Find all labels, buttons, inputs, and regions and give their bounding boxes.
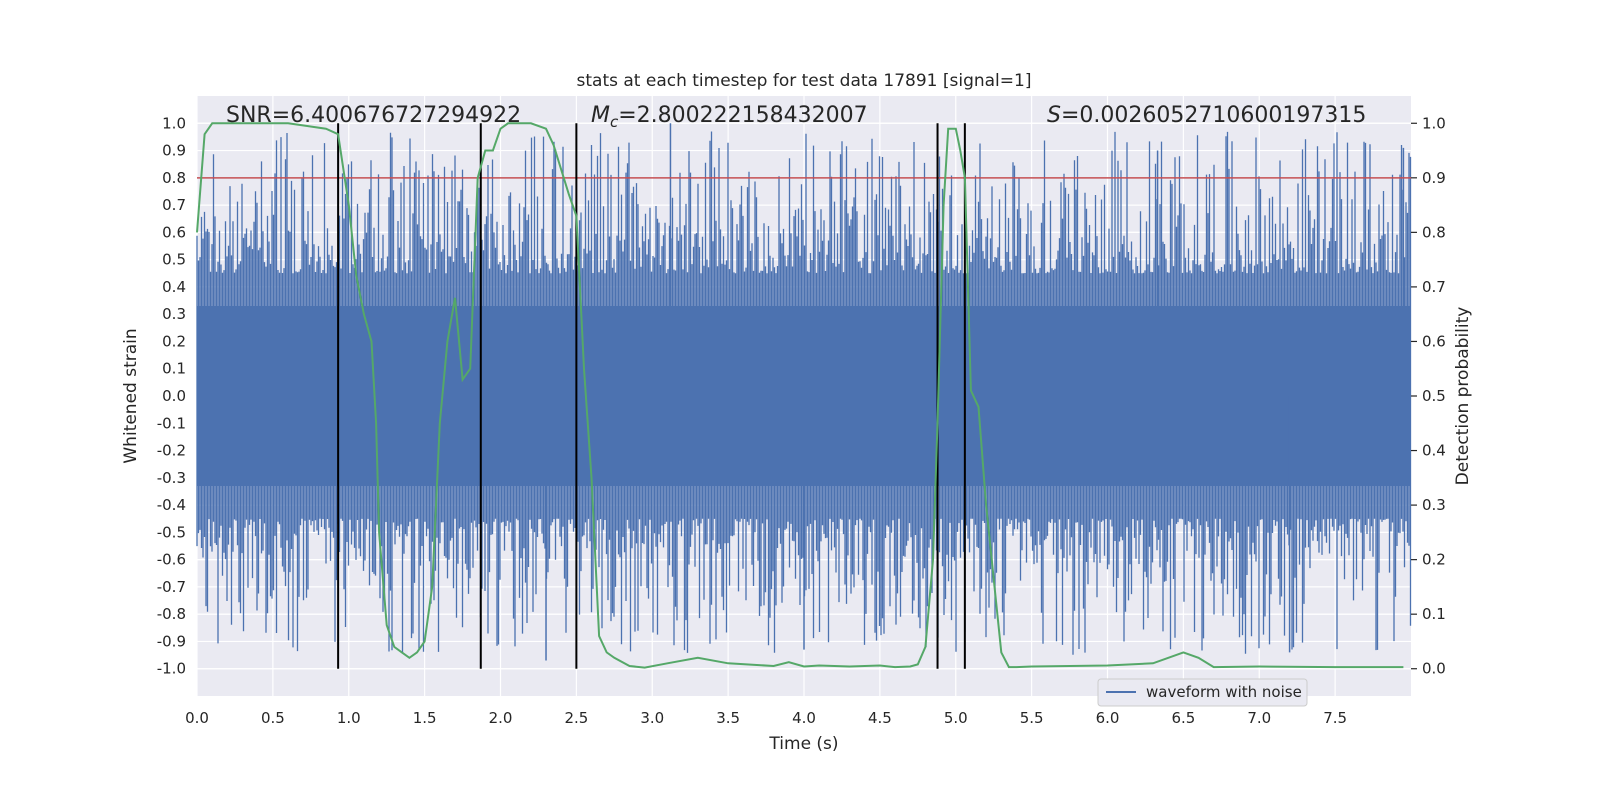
strain-series	[196, 123, 1412, 661]
spin-symbol: S	[1047, 103, 1061, 128]
y-axis-ticks: 1.0 0.9 0.8 0.7 0.6 0.5 0.4 0.3 0.2 0.1 0.0 -0.1 -0.…	[157, 114, 186, 677]
snr-annotation: SNR=6.400676727294922	[226, 103, 521, 128]
y-tick-label: -0.5	[157, 523, 186, 541]
y2-tick-label: 0.3	[1422, 496, 1446, 514]
y-tick-label: 0.9	[162, 142, 186, 160]
y-tick-label: 0.1	[162, 360, 186, 378]
detection-probability-line	[196, 122, 1404, 669]
strain-spikes	[196, 131, 1412, 655]
y2-tick-label: 0.2	[1422, 551, 1446, 569]
x-tick-label: 7.5	[1323, 709, 1347, 727]
x-tick-label: 6.0	[1096, 709, 1120, 727]
x-tick-label: 3.5	[716, 709, 740, 727]
y-tick-label: -1.0	[157, 660, 186, 678]
legend-box	[1097, 678, 1308, 707]
y2-axis-label: Detection probability	[1453, 307, 1473, 486]
y-tick-label: 0.6	[162, 223, 186, 241]
chirp-mass-value: =2.800222158432007	[618, 103, 867, 128]
x-axis-label: Time (s)	[768, 734, 838, 754]
y2-tick-label: 0.8	[1422, 223, 1446, 241]
y-tick-label: 1.0	[162, 114, 186, 132]
y2-tick-label: 0.5	[1422, 387, 1446, 405]
x-tick-label: 1.5	[413, 709, 437, 727]
y-tick-label: -0.1	[157, 414, 186, 432]
y2-tick-label: 0.6	[1422, 332, 1446, 350]
legend-label-strain: waveform with noise	[1146, 683, 1302, 701]
x-tick-label: 4.5	[868, 709, 892, 727]
spin-annotation: S=0.0026052710600197315	[1047, 103, 1366, 128]
chirp-mass-symbol: M	[591, 103, 610, 128]
y2-tick-label: 1.0	[1422, 114, 1446, 132]
y2-axis-ticks: 1.0 0.9 0.8 0.7 0.6 0.5 0.4 0.3 0.2 0.1 0.0	[1411, 114, 1446, 678]
x-tick-label: 5.0	[944, 709, 968, 727]
x-tick-label: 7.0	[1247, 709, 1271, 727]
y-tick-label: -0.8	[157, 605, 186, 623]
y-tick-label: -0.3	[157, 469, 186, 487]
x-tick-label: 2.0	[489, 709, 513, 727]
y-tick-label: -0.6	[157, 551, 186, 569]
chart-title: stats at each timestep for test data 178…	[577, 71, 1032, 91]
y-tick-label: 0.2	[162, 332, 186, 350]
y2-tick-label: 0.7	[1422, 278, 1446, 296]
x-tick-label: 6.5	[1171, 709, 1195, 727]
y-tick-label: -0.4	[157, 496, 186, 514]
y2-tick-label: 0.0	[1422, 660, 1446, 678]
y-tick-label: 0.4	[162, 278, 186, 296]
y-tick-label: 0.0	[162, 387, 186, 405]
x-tick-label: 4.0	[792, 709, 816, 727]
x-axis-ticks: 0.0 0.5 1.0 1.5 2.0 2.5 3.0 3.5 4.0 4.5 5.0 5.5 6.0 6…	[185, 709, 1347, 727]
y-tick-label: 0.3	[162, 305, 186, 323]
x-tick-label: 0.0	[185, 709, 209, 727]
chirp-mass-subscript: c	[610, 113, 619, 131]
y-tick-label: -0.9	[157, 632, 186, 650]
chirp-mass-annotation: Mc=2.800222158432007	[591, 103, 868, 131]
legend: waveform with noise	[1097, 678, 1308, 707]
x-tick-label: 0.5	[261, 709, 285, 727]
y2-tick-label: 0.9	[1422, 169, 1446, 187]
y-tick-label: 0.8	[162, 169, 186, 187]
y-tick-label: -0.7	[157, 578, 186, 596]
x-tick-label: 3.0	[640, 709, 664, 727]
y-tick-label: 0.5	[162, 251, 186, 269]
x-tick-label: 5.5	[1020, 709, 1044, 727]
y-axis-label: Whitened strain	[121, 328, 141, 463]
x-tick-label: 2.5	[564, 709, 588, 727]
y-tick-label: 0.7	[162, 196, 186, 214]
y-tick-label: -0.2	[157, 442, 186, 460]
y2-tick-label: 0.1	[1422, 605, 1446, 623]
y2-tick-label: 0.4	[1422, 442, 1446, 460]
x-tick-label: 1.0	[337, 709, 361, 727]
spin-value: =0.0026052710600197315	[1061, 103, 1366, 128]
